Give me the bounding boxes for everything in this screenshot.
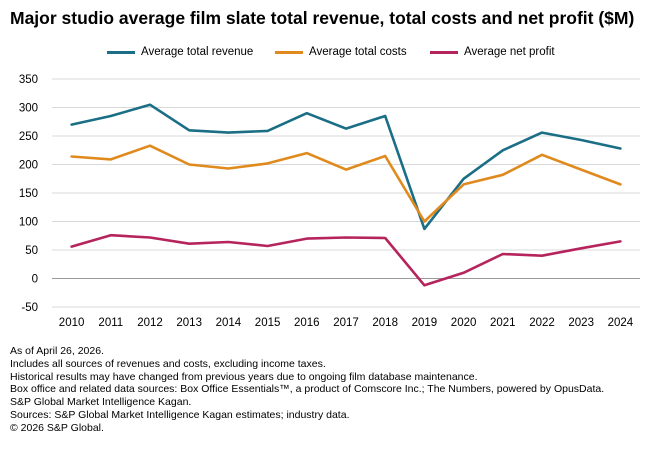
legend-item-profit: Average net profit [430,46,555,58]
y-tick-label-3: 100 [19,217,38,229]
y-tick-label-4: 150 [19,188,38,200]
footnote-copyright: © 2026 S&P Global. [10,421,104,434]
y-tick-label-1: 0 [32,274,38,286]
chart-title: Major studio average film slate total re… [10,8,635,28]
x-tick-label-0: 2010 [59,317,85,329]
footnote-date: As of April 26, 2026. [10,345,104,357]
legend-swatch-profit [430,50,458,54]
y-tick-label-8: 350 [19,74,38,86]
x-tick-label-5: 2015 [255,317,281,329]
legend-label-costs: Average total costs [309,46,407,58]
x-tick-label-3: 2013 [176,317,202,329]
x-tick-label-4: 2014 [216,317,242,329]
x-tick-label-12: 2022 [529,317,555,329]
line-chart: -50 0 50 100 150 200 250 300 350 2010 2011 2012 2013… [19,74,640,329]
x-tick-label-9: 2019 [412,317,438,329]
series-line-1 [70,144,622,223]
x-tick-label-14: 2024 [608,317,634,329]
footnote-history: Historical results may have changed from… [10,370,478,383]
legend-item-revenue: Average total revenue [107,46,253,58]
x-tick-label-6: 2016 [294,317,320,329]
footnotes: As of April 26, 2026. Includes all sourc… [10,345,655,435]
chart-legend: Average total revenue Average total cost… [0,46,660,62]
legend-swatch-revenue [107,50,135,54]
y-tick-label-7: 300 [19,103,38,115]
legend-item-costs: Average total costs [275,46,407,58]
footnote-sources: Sources: S&P Global Market Intelligence … [10,408,350,421]
y-tick-label-2: 50 [25,245,38,257]
y-tick-label-0: -50 [21,302,38,314]
footnote-kagan: S&P Global Market Intelligence Kagan. [10,396,192,409]
legend-swatch-costs [275,50,303,54]
x-tick-label-10: 2020 [451,317,477,329]
series-line-0 [70,103,622,231]
legend-label-revenue: Average total revenue [141,46,254,58]
x-tick-label-13: 2023 [568,317,594,329]
y-tick-label-5: 200 [19,160,38,172]
y-tick-label-6: 250 [19,131,38,143]
series-line-2 [70,233,622,287]
x-tick-label-8: 2018 [372,317,398,329]
x-tick-label-11: 2021 [490,317,516,329]
x-tick-label-2: 2012 [137,317,163,329]
footnote-data-sources: Box office and related data sources: Box… [10,383,605,396]
footnote-scope: Includes all sources of revenues and cos… [10,357,326,370]
x-tick-label-1: 2011 [98,317,123,329]
x-tick-label-7: 2017 [333,317,359,329]
legend-label-profit: Average net profit [464,46,555,58]
